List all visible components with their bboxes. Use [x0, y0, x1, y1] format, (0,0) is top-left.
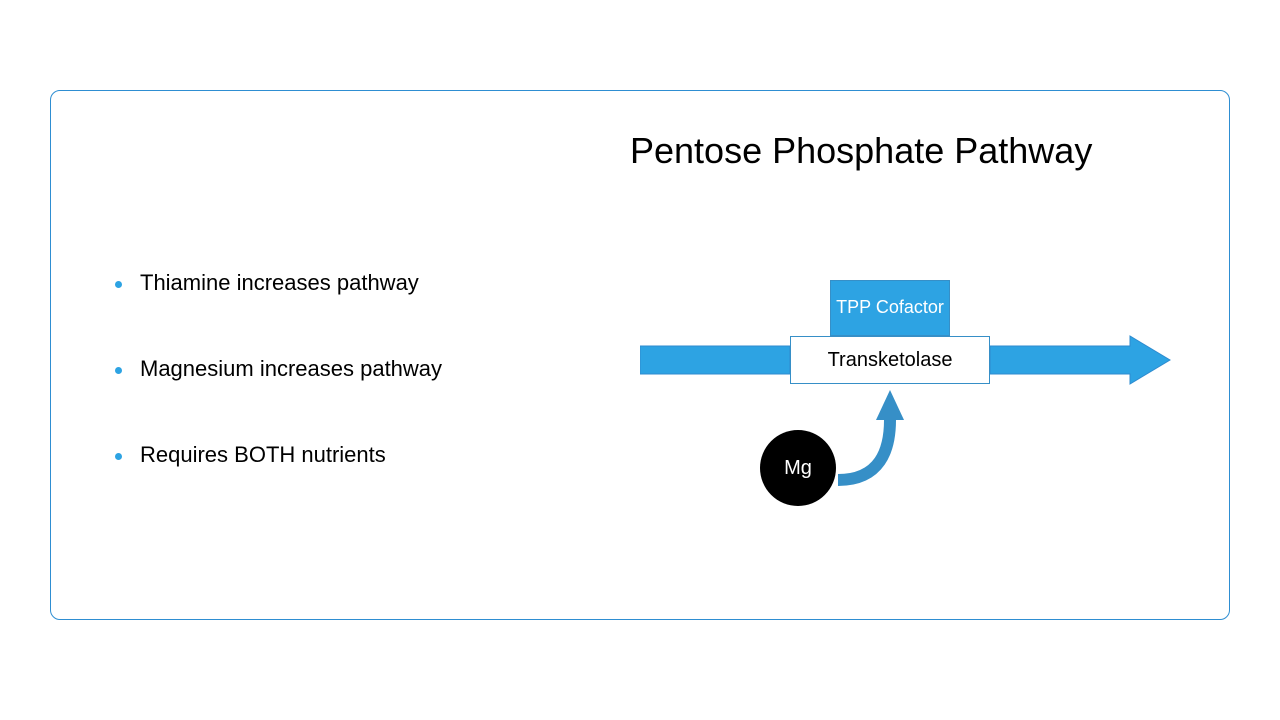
mg-circle: Mg [760, 430, 836, 506]
bullet-text: Thiamine increases pathway [140, 270, 419, 296]
enzyme-label: Transketolase [828, 349, 953, 372]
tpp-cofactor-box: TPP Cofactor [830, 280, 950, 336]
pathway-diagram: TPP Cofactor Transketolase Mg [640, 280, 1180, 560]
bullet-item: Requires BOTH nutrients [115, 442, 535, 468]
bullet-dot-icon [115, 453, 122, 460]
bullet-text: Magnesium increases pathway [140, 356, 442, 382]
bullet-item: Magnesium increases pathway [115, 356, 535, 382]
bullet-dot-icon [115, 281, 122, 288]
slide-title: Pentose Phosphate Pathway [630, 130, 1092, 172]
tpp-label: TPP Cofactor [836, 297, 944, 319]
bullet-dot-icon [115, 367, 122, 374]
bullet-item: Thiamine increases pathway [115, 270, 535, 296]
mg-label: Mg [784, 457, 812, 480]
bullet-text: Requires BOTH nutrients [140, 442, 386, 468]
bullet-list: Thiamine increases pathway Magnesium inc… [115, 270, 535, 528]
transketolase-box: Transketolase [790, 336, 990, 384]
